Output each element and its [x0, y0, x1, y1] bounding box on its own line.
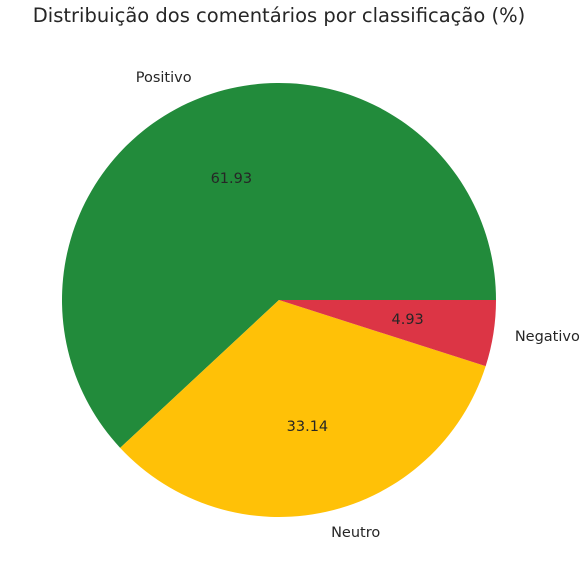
pie-slice-negativo [279, 300, 496, 367]
slice-value-neutro: 33.14 [287, 419, 329, 435]
slice-label-positivo: Positivo [136, 70, 192, 86]
pie-labels: Positivo 61.93 Neutro 33.14 Negativo 4.93 [136, 70, 580, 541]
pie-slice-neutro [120, 300, 486, 517]
slice-label-negativo: Negativo [515, 329, 580, 345]
pie-slice-positivo [62, 83, 497, 448]
pie-slices [62, 83, 497, 517]
chart-title: Distribuição dos comentários por classif… [33, 4, 525, 27]
slice-value-negativo: 4.93 [391, 312, 423, 328]
slice-label-neutro: Neutro [331, 525, 380, 541]
slice-value-positivo: 61.93 [211, 171, 253, 187]
